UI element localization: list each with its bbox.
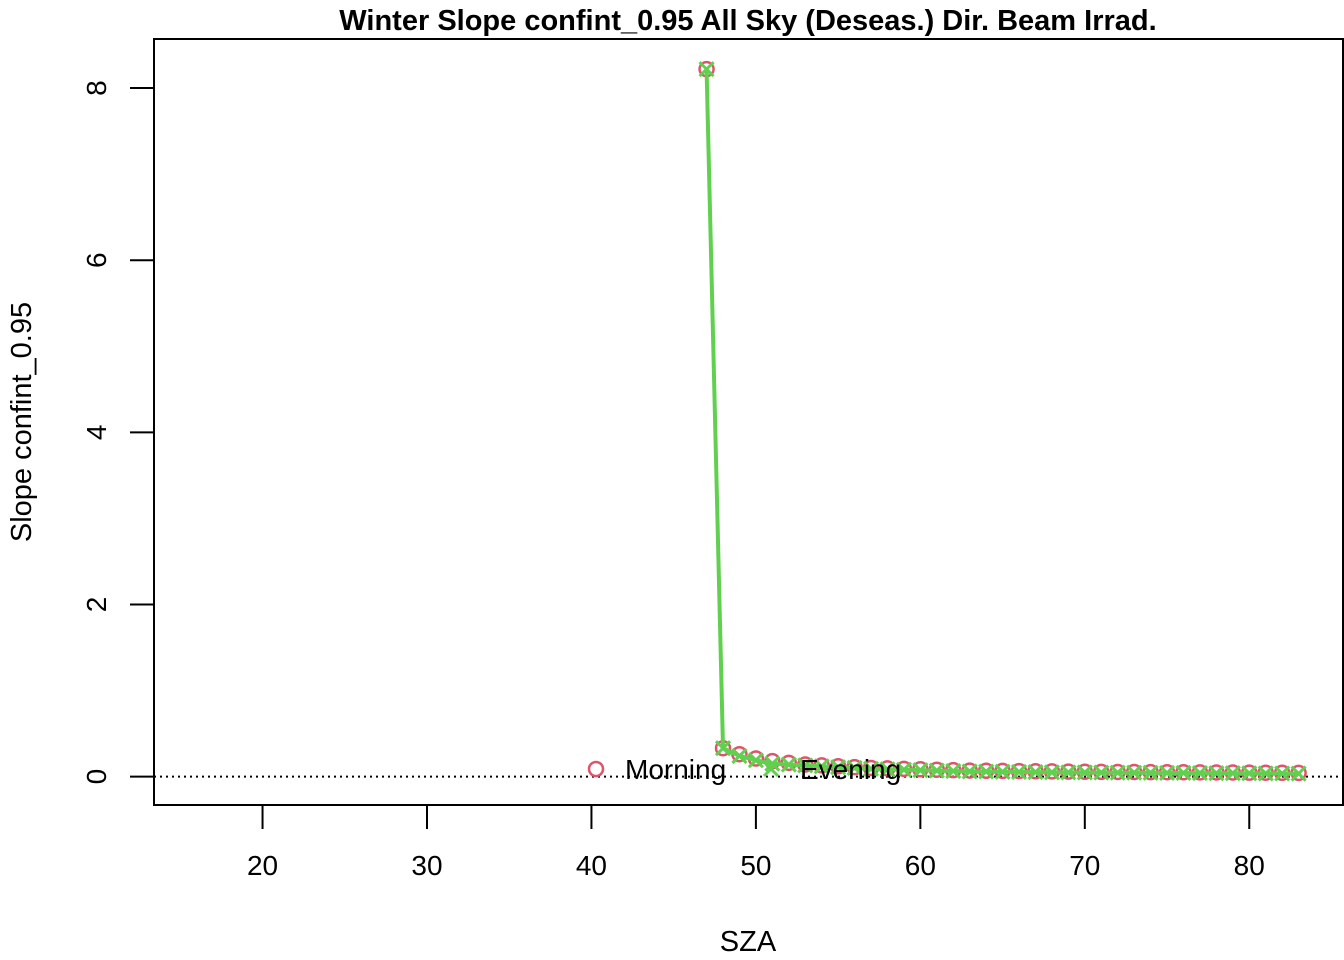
y-axis: 0 2 4 6 8 <box>81 80 155 785</box>
y-tick-label: 8 <box>81 80 112 96</box>
legend-item-morning: Morning <box>587 754 726 785</box>
data-point-evening <box>846 759 863 777</box>
data-point-evening <box>747 752 764 769</box>
data-point-evening <box>862 760 880 777</box>
series-morning <box>698 60 1307 782</box>
data-point-evening <box>1043 764 1060 781</box>
x-axis-label: SZA <box>720 926 777 958</box>
legend-marker-circle <box>587 760 605 778</box>
data-point-evening <box>1257 765 1274 782</box>
data-point-evening <box>1241 765 1258 782</box>
data-point-evening <box>1126 764 1143 781</box>
data-point-evening <box>1093 764 1110 781</box>
x-tick-label: 80 <box>1234 850 1265 881</box>
data-point-evening <box>1060 764 1077 781</box>
data-point-evening <box>961 763 978 780</box>
chart-title: Winter Slope confint_0.95 All Sky (Desea… <box>339 5 1156 37</box>
data-point-evening <box>1208 765 1225 782</box>
x-axis: 20 30 40 50 60 70 80 <box>247 804 1265 881</box>
x-tick-label: 20 <box>247 850 278 881</box>
data-point-evening <box>1010 763 1028 781</box>
series-layer <box>698 60 1307 782</box>
data-point-evening <box>731 747 748 765</box>
data-point-evening <box>945 762 962 780</box>
data-point-evening <box>1158 764 1176 781</box>
data-point-evening <box>928 762 945 779</box>
legend: Morning Evening <box>587 754 901 785</box>
x-tick-label: 40 <box>576 850 607 881</box>
data-point-evening <box>1175 764 1192 782</box>
data-point-evening <box>978 763 995 780</box>
x-tick-label: 50 <box>740 850 771 881</box>
data-point-evening <box>764 755 781 772</box>
y-tick-label: 0 <box>81 769 112 785</box>
data-point-evening <box>797 757 814 774</box>
data-point-evening <box>830 759 847 776</box>
data-point-evening <box>1274 765 1291 782</box>
data-point-evening <box>813 758 830 775</box>
series-line-evening <box>704 69 1299 776</box>
y-axis-label: Slope confint_0.95 <box>6 302 38 542</box>
data-point-evening <box>1142 764 1159 781</box>
data-point-evening <box>1109 764 1126 781</box>
data-point-evening <box>912 762 929 779</box>
legend-label: Evening <box>800 754 901 785</box>
data-point-evening <box>780 756 797 773</box>
legend-marker-cross <box>762 760 780 778</box>
data-point-evening <box>1076 764 1093 781</box>
x-tick-label: 70 <box>1069 850 1100 881</box>
data-point-evening <box>1290 765 1307 782</box>
series-evening <box>698 61 1307 782</box>
y-tick-label: 4 <box>81 425 112 441</box>
data-point-evening <box>895 761 912 778</box>
y-tick-label: 2 <box>81 597 112 613</box>
data-point-evening <box>879 761 896 778</box>
data-point-evening <box>1027 764 1044 781</box>
legend-label: Morning <box>625 754 726 785</box>
y-tick-label: 6 <box>81 252 112 268</box>
legend-item-evening: Evening <box>762 754 901 785</box>
data-point-evening <box>994 763 1011 780</box>
data-point-evening <box>1224 765 1241 782</box>
plot-frame <box>153 38 1344 806</box>
x-tick-label: 60 <box>905 850 936 881</box>
x-tick-label: 30 <box>411 850 442 881</box>
data-point-evening <box>1191 765 1208 782</box>
data-point-evening <box>698 61 715 78</box>
data-point-evening <box>714 740 732 757</box>
